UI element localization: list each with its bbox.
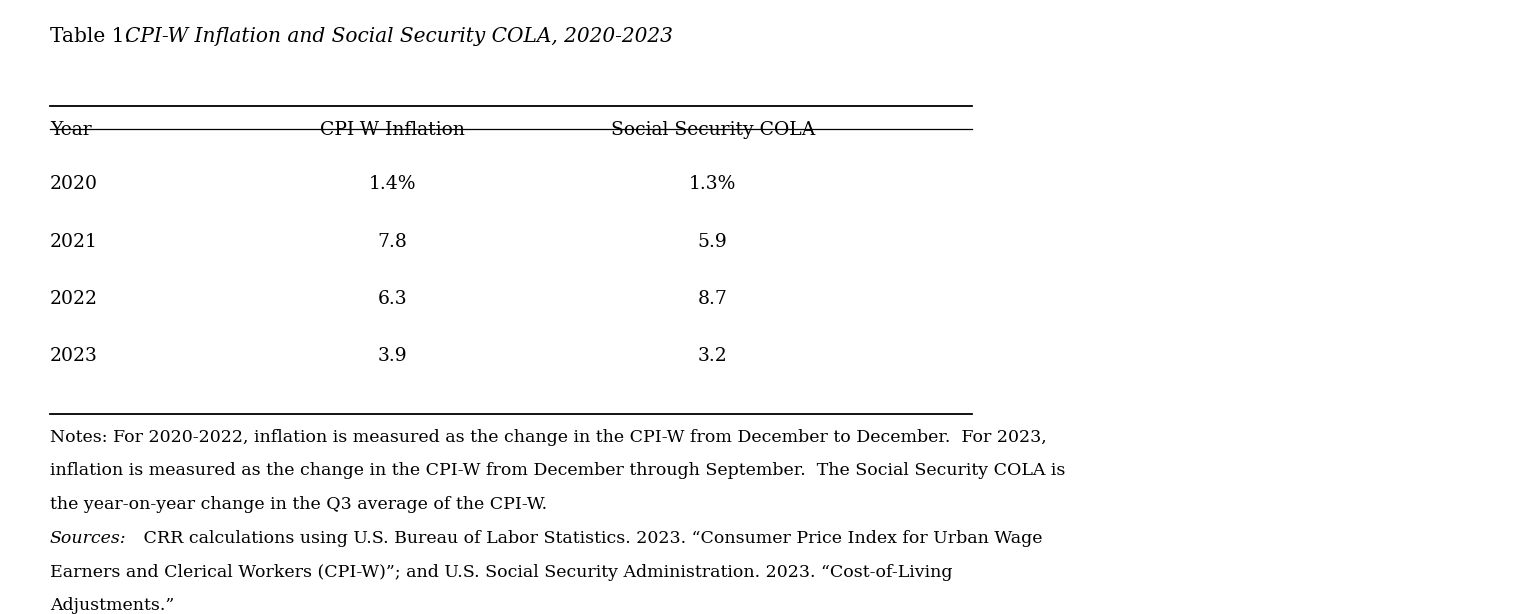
- Text: 1.3%: 1.3%: [689, 176, 737, 193]
- Text: 5.9: 5.9: [697, 233, 728, 251]
- Text: inflation is measured as the change in the CPI-W from December through September: inflation is measured as the change in t…: [51, 462, 1065, 480]
- Text: 7.8: 7.8: [378, 233, 408, 251]
- Text: Earners and Clerical Workers (CPI-W)”; and U.S. Social Security Administration. : Earners and Clerical Workers (CPI-W)”; a…: [51, 564, 953, 581]
- Text: 3.2: 3.2: [697, 347, 728, 365]
- Text: CRR calculations using U.S. Bureau of Labor Statistics. 2023. “Consumer Price In: CRR calculations using U.S. Bureau of La…: [138, 530, 1043, 547]
- Text: Sources:: Sources:: [51, 530, 127, 547]
- Text: 2022: 2022: [51, 290, 98, 308]
- Text: 2020: 2020: [51, 176, 98, 193]
- Text: 1.4%: 1.4%: [369, 176, 417, 193]
- Text: Year: Year: [51, 121, 92, 139]
- Text: 8.7: 8.7: [697, 290, 728, 308]
- Text: the year-on-year change in the Q3 average of the CPI-W.: the year-on-year change in the Q3 averag…: [51, 496, 547, 513]
- Text: Social Security COLA: Social Security COLA: [611, 121, 815, 139]
- Text: 2023: 2023: [51, 347, 98, 365]
- Text: 6.3: 6.3: [378, 290, 408, 308]
- Text: Table 1.: Table 1.: [51, 26, 138, 45]
- Text: CPI-W Inflation: CPI-W Inflation: [320, 121, 466, 139]
- Text: CPI-W Inflation and Social Security COLA, 2020-2023: CPI-W Inflation and Social Security COLA…: [124, 26, 673, 45]
- Text: 3.9: 3.9: [378, 347, 408, 365]
- Text: Adjustments.”: Adjustments.”: [51, 597, 175, 614]
- Text: 2021: 2021: [51, 233, 98, 251]
- Text: Notes: For 2020-2022, inflation is measured as the change in the CPI-W from Dece: Notes: For 2020-2022, inflation is measu…: [51, 429, 1046, 446]
